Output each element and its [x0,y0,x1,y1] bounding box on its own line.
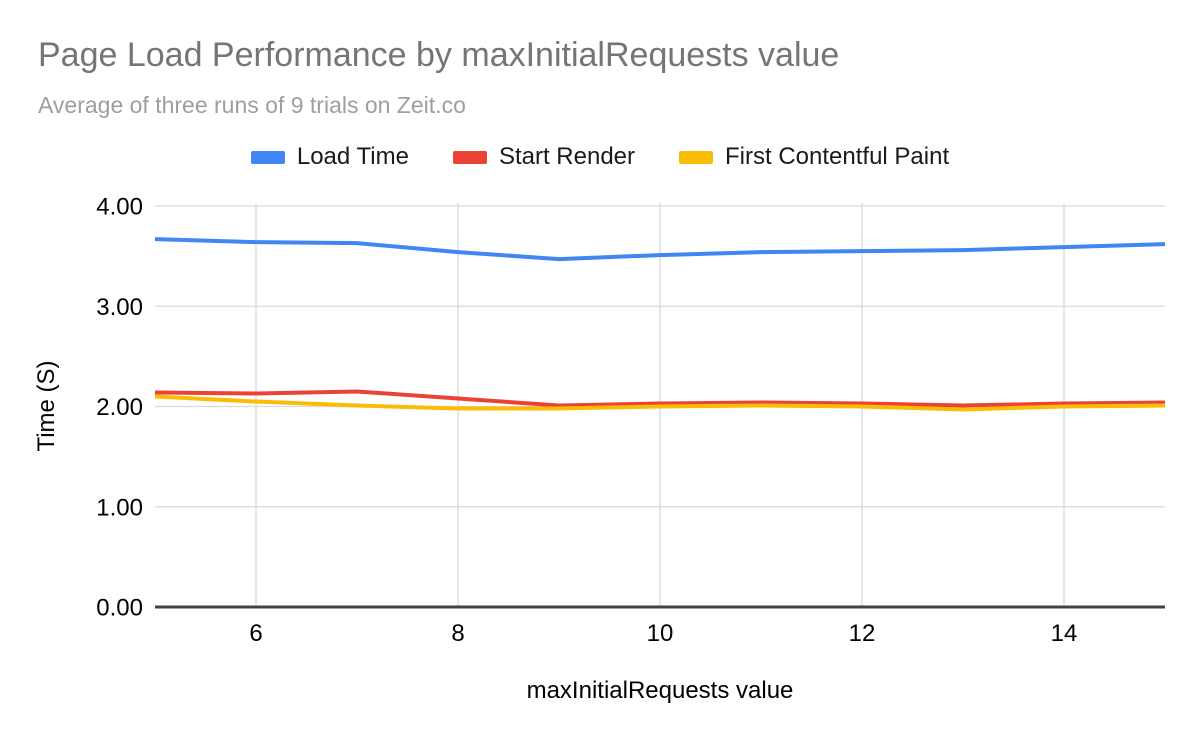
y-tick-label: 4.00 [96,194,143,221]
y-tick-label: 2.00 [96,394,143,421]
x-tick-label: 14 [1051,620,1078,647]
series-line-start-render [154,389,1166,408]
y-tick-label: 0.00 [96,595,143,622]
legend-swatch-load-time-icon [250,150,285,164]
chart-title: Page Load Performance by maxInitialReque… [38,36,840,74]
legend-label-first-contentful-paint: First Contentful Paint [725,143,950,170]
x-axis-title: maxInitialRequests value [526,677,794,704]
x-tick-label: 8 [451,620,464,647]
legend-swatch-first-contentful-paint-icon [679,150,714,164]
legend-label-load-time: Load Time [296,143,409,170]
legend-item-first-contentful-paint: First Contentful Paint [679,143,949,171]
legend-swatch-start-render-icon [452,150,487,164]
y-tick-label: 1.00 [96,494,143,521]
x-tick-label: 10 [647,620,674,647]
x-tick-label: 6 [249,620,262,647]
y-axis-title: Time (S) [33,360,60,452]
legend-item-load-time: Load Time [250,143,409,171]
chart-subtitle: Average of three runs of 9 trials on Zei… [38,92,466,118]
chart-legend: Load Time Start Render First Contentful … [0,143,1200,171]
legend-label-start-render: Start Render [498,143,636,170]
legend-item-start-render: Start Render [452,143,636,171]
series-line-load-time [154,237,1166,262]
series-line-first-contentful-paint [154,394,1166,412]
x-tick-label: 12 [849,620,876,647]
y-tick-label: 3.00 [96,294,143,321]
